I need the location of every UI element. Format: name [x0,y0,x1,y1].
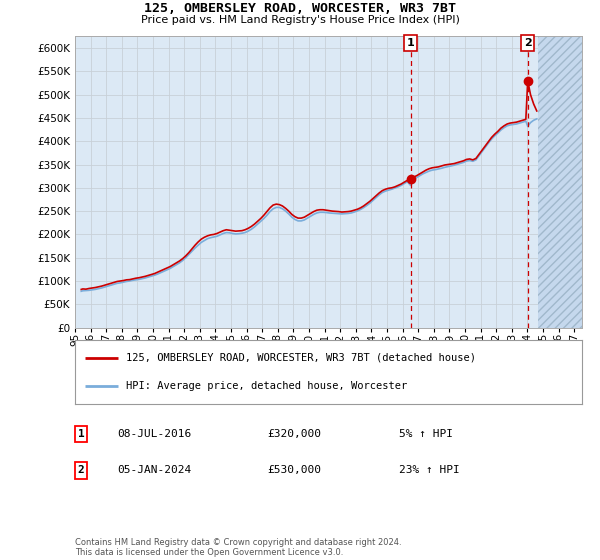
Text: 5% ↑ HPI: 5% ↑ HPI [399,429,453,439]
Bar [538,36,582,328]
Text: 1: 1 [407,38,415,48]
Text: £320,000: £320,000 [267,429,321,439]
Text: 125, OMBERSLEY ROAD, WORCESTER, WR3 7BT: 125, OMBERSLEY ROAD, WORCESTER, WR3 7BT [144,2,456,15]
Text: £530,000: £530,000 [267,465,321,475]
Text: 1: 1 [77,429,85,439]
Text: Price paid vs. HM Land Registry's House Price Index (HPI): Price paid vs. HM Land Registry's House … [140,15,460,25]
Text: HPI: Average price, detached house, Worcester: HPI: Average price, detached house, Worc… [126,381,407,391]
Text: 08-JUL-2016: 08-JUL-2016 [117,429,191,439]
Text: 05-JAN-2024: 05-JAN-2024 [117,465,191,475]
Text: Contains HM Land Registry data © Crown copyright and database right 2024.
This d: Contains HM Land Registry data © Crown c… [75,538,401,557]
Text: 2: 2 [524,38,532,48]
Text: 2: 2 [77,465,85,475]
Text: 125, OMBERSLEY ROAD, WORCESTER, WR3 7BT (detached house): 125, OMBERSLEY ROAD, WORCESTER, WR3 7BT … [126,353,476,363]
Text: 23% ↑ HPI: 23% ↑ HPI [399,465,460,475]
